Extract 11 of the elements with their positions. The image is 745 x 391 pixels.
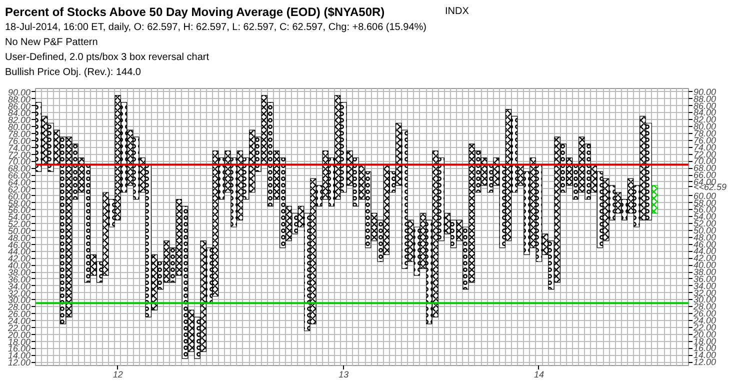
text: Bullish Price Obj. (Rev.): 144.0 bbox=[5, 66, 141, 80]
x-tick-label: 13 bbox=[338, 370, 349, 380]
chart-title: Percent of Stocks Above 50 Day Moving Average (EOD) ($NYA50R) bbox=[5, 4, 385, 21]
y2-tick-label: 12.00 bbox=[694, 357, 716, 368]
x-tick-label: 14 bbox=[534, 370, 544, 380]
x-tick-label: 12 bbox=[112, 370, 123, 380]
text: INDX bbox=[445, 5, 469, 19]
y-tick-label: 12.00 bbox=[8, 358, 31, 368]
chart-subtitle: 18-Jul-2014, 16:00 ET, daily, O: 62.597, H: 62.597, L: 62.597, C: 62.597, Chg: +8.606 (15.94%) bbox=[5, 21, 426, 35]
text: No New P&F Pattern bbox=[5, 36, 98, 50]
text: User-Defined, 2.0 pts/box 3 box reversal chart bbox=[5, 51, 209, 65]
